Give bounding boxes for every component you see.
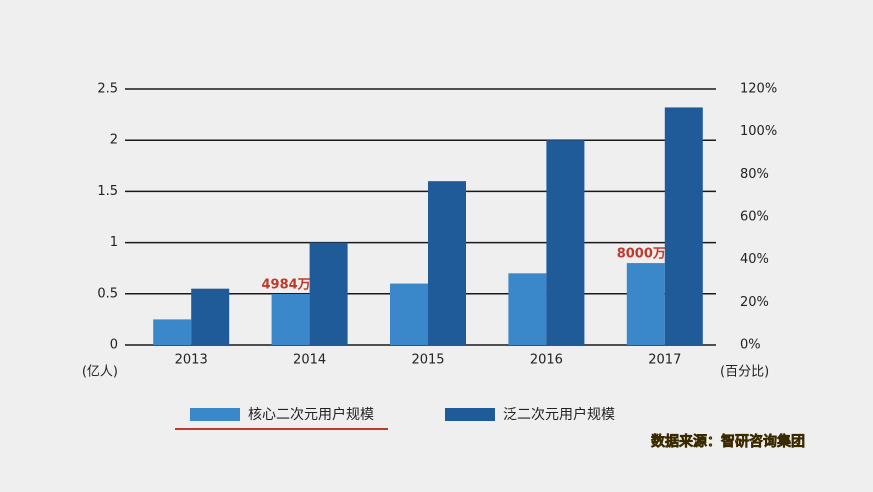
- source-note: 数据来源：智研咨询集团: [651, 433, 805, 450]
- value-label: 4984万人: [262, 276, 325, 292]
- y2-tick-label: 60%: [740, 210, 769, 225]
- x-tick-label: 2016: [530, 353, 563, 368]
- y2-tick-label: 100%: [740, 124, 777, 139]
- y2-axis-label: (百分比): [720, 365, 769, 380]
- bar: [508, 273, 547, 345]
- bar: [390, 283, 428, 345]
- bar: [191, 288, 230, 345]
- value-label: 8000万人: [617, 246, 680, 262]
- y-tick-label: 0.5: [97, 286, 118, 301]
- legend-swatch: [190, 408, 240, 421]
- y-tick-label: 1.5: [97, 184, 118, 199]
- y-tick-label: 2.5: [97, 82, 118, 97]
- bar: [428, 181, 466, 345]
- bar: [271, 293, 310, 345]
- x-tick-label: 2015: [411, 353, 444, 368]
- legend-label: 泛二次元用户规模: [503, 406, 615, 423]
- bar: [664, 107, 703, 345]
- legend-label: 核心二次元用户规模: [248, 406, 374, 423]
- bar: [309, 242, 348, 345]
- y2-tick-label: 120%: [740, 82, 777, 97]
- y2-tick-label: 20%: [740, 295, 769, 310]
- y-tick-label: 0: [110, 338, 118, 353]
- y2-tick-label: 80%: [740, 167, 769, 182]
- bar: [546, 140, 585, 345]
- y2-tick-label: 40%: [740, 252, 769, 267]
- y-tick-label: 2: [110, 133, 118, 148]
- x-tick-label: 2017: [648, 353, 681, 368]
- bar: [153, 319, 192, 345]
- x-tick-label: 2013: [175, 353, 208, 368]
- x-tick-label: 2014: [293, 353, 326, 368]
- y2-tick-label: 0%: [740, 338, 761, 353]
- legend-swatch: [445, 408, 495, 421]
- y-tick-label: 1: [110, 235, 118, 250]
- bar: [626, 263, 665, 345]
- y-axis-label: (亿人): [82, 365, 118, 380]
